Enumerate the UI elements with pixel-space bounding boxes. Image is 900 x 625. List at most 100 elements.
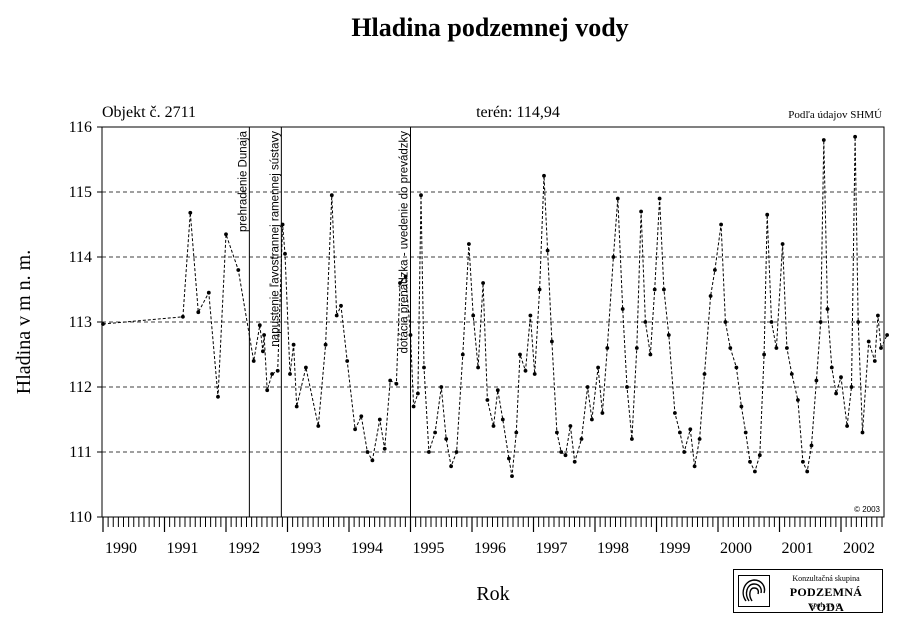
y-tick-label: 111 [69,444,92,461]
x-tick-label: 1998 [597,540,629,557]
company-logo: Konzultačná skupina PODZEMNÁ VODA spol. … [733,569,883,614]
data-point [196,310,201,315]
data-point [481,281,485,285]
data-point [673,411,677,415]
data-point [283,251,287,256]
data-point [491,424,496,428]
x-tick-label: 1992 [228,540,260,557]
event-markers: prehradenie Dunaja napustenie ľavostranne… [237,127,411,517]
x-tick-label: 2000 [720,540,752,557]
data-point [216,394,220,399]
data-point [422,365,426,370]
data-point [666,333,671,337]
data-point [697,437,702,441]
data-point [849,385,854,389]
data-point [439,385,444,389]
data-point [692,464,697,469]
data-point [270,372,274,376]
data-point [377,417,382,422]
data-point [471,313,476,318]
data-point [518,352,522,357]
data-point [345,359,350,363]
data-point [550,339,554,344]
y-tick-label: 115 [69,184,92,201]
data-point [275,368,280,373]
data-point [370,458,375,463]
y-tick-label: 110 [69,509,92,526]
data-point [523,368,528,373]
data-point [600,411,605,415]
data-point [853,134,857,139]
data-point [748,459,752,464]
data-point [563,453,568,458]
data-point [708,294,713,298]
data-point [261,349,265,354]
y-axis-label: Hladina v m n. m. [13,250,35,394]
data-point [579,437,584,441]
data-point [559,450,564,454]
data-point [294,404,299,409]
x-tick-label: 1993 [290,540,322,557]
data-point [774,346,779,350]
data-point [262,333,266,337]
copyright-label: © 2003 [854,505,880,514]
event-label: dotácia prenádzka - uvedenie do prevádzk… [399,131,411,354]
data-point [485,398,490,402]
data-point [339,303,343,308]
data-point [572,459,577,464]
data-point [785,346,789,350]
data-point [411,404,416,409]
x-tick-label: 1999 [659,540,691,557]
series-line [102,136,888,477]
data-point [753,469,757,474]
y-tick-label: 116 [69,119,92,136]
logo-line-2: PODZEMNÁ VODA [789,585,863,614]
x-axis-ticks: 1990 1991 1992 1993 1994 1995 1996 1997 1998 1999… [102,517,883,557]
data-point [789,372,794,376]
event-label: napustenie ľavostrannej ramennej sústavy [269,131,281,347]
data-point [713,268,717,272]
x-tick-label: 2001 [782,540,814,557]
data-point [507,456,511,461]
data-point [224,232,228,237]
data-point [359,414,364,419]
data-point [280,222,285,227]
data-point [860,430,865,435]
x-tick-label: 1994 [351,540,383,557]
data-point [743,430,748,435]
data-point [316,424,321,428]
data-point [416,391,420,396]
data-point [251,359,256,363]
data-point [872,359,877,363]
data-point [834,391,838,396]
data-point [542,173,546,178]
data-point [388,378,393,383]
data-point [188,210,193,215]
data-point [796,398,800,402]
data-point [723,320,728,324]
data-point [323,342,328,347]
data-point [780,242,785,246]
data-point [639,209,643,214]
data-point [885,333,889,337]
data-point [433,430,437,435]
x-tick-label: 1997 [536,540,568,557]
data-point [206,290,211,295]
data-point [657,196,662,201]
data-point [678,430,682,435]
data-point [630,437,634,441]
data-point [568,424,573,428]
x-tick-label: 1991 [167,540,199,557]
data-point [181,314,185,319]
source-label: Podľa údajov SHMÚ [788,109,882,121]
data-point [394,381,399,386]
x-tick-label: 1995 [413,540,445,557]
data-point [467,242,471,246]
data-point [532,372,537,376]
data-point [662,287,666,292]
data-point [809,443,814,448]
data-point [236,268,241,272]
data-point [382,446,387,451]
data-point [514,430,519,435]
data-point [643,320,648,324]
